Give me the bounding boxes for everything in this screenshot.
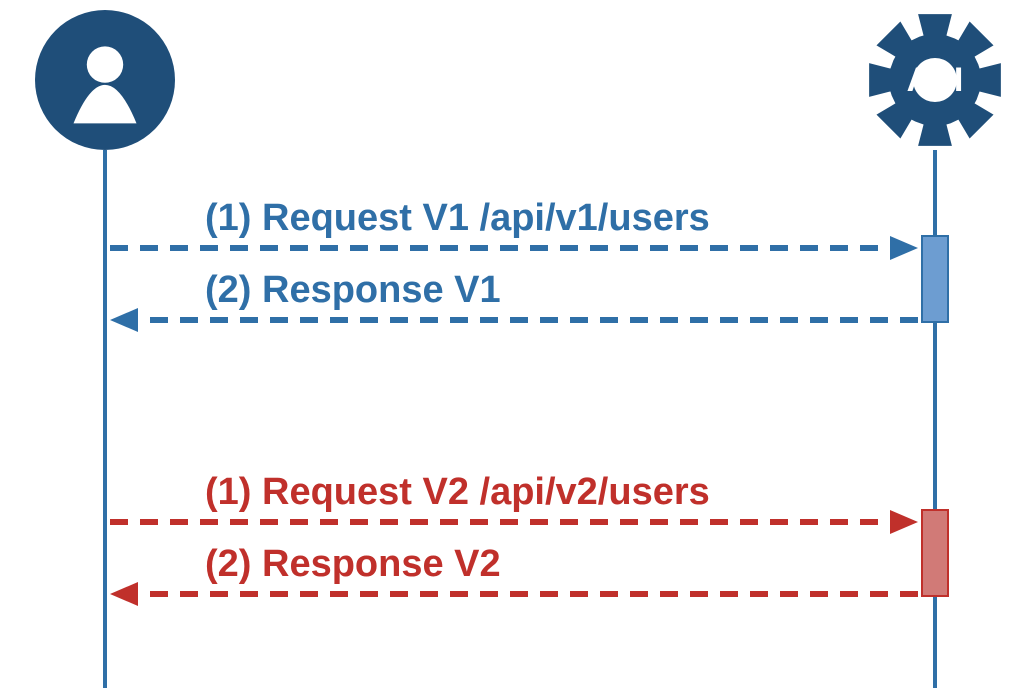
message-label: (2) Response V1 bbox=[205, 269, 501, 311]
message-response-v1: (2) Response V1 bbox=[110, 269, 918, 332]
activation-bar-v2 bbox=[922, 510, 948, 596]
activation-bar-v1 bbox=[922, 236, 948, 322]
actor-user-icon bbox=[35, 10, 175, 150]
actor-api-label: API bbox=[907, 61, 964, 99]
arrow-head bbox=[110, 582, 138, 606]
message-label: (2) Response V2 bbox=[205, 543, 501, 585]
message-request-v2: (1) Request V2 /api/v2/users bbox=[110, 471, 918, 534]
message-request-v1: (1) Request V1 /api/v1/users bbox=[110, 197, 918, 260]
arrow-head bbox=[110, 308, 138, 332]
arrow-head bbox=[890, 510, 918, 534]
sequence-diagram: API (1) Request V1 /api/v1/users (2) Res… bbox=[0, 0, 1025, 688]
actor-api-icon: API bbox=[869, 14, 1001, 146]
message-label: (1) Request V1 /api/v1/users bbox=[205, 197, 710, 239]
message-response-v2: (2) Response V2 bbox=[110, 543, 918, 606]
arrow-head bbox=[890, 236, 918, 260]
message-label: (1) Request V2 /api/v2/users bbox=[205, 471, 710, 513]
